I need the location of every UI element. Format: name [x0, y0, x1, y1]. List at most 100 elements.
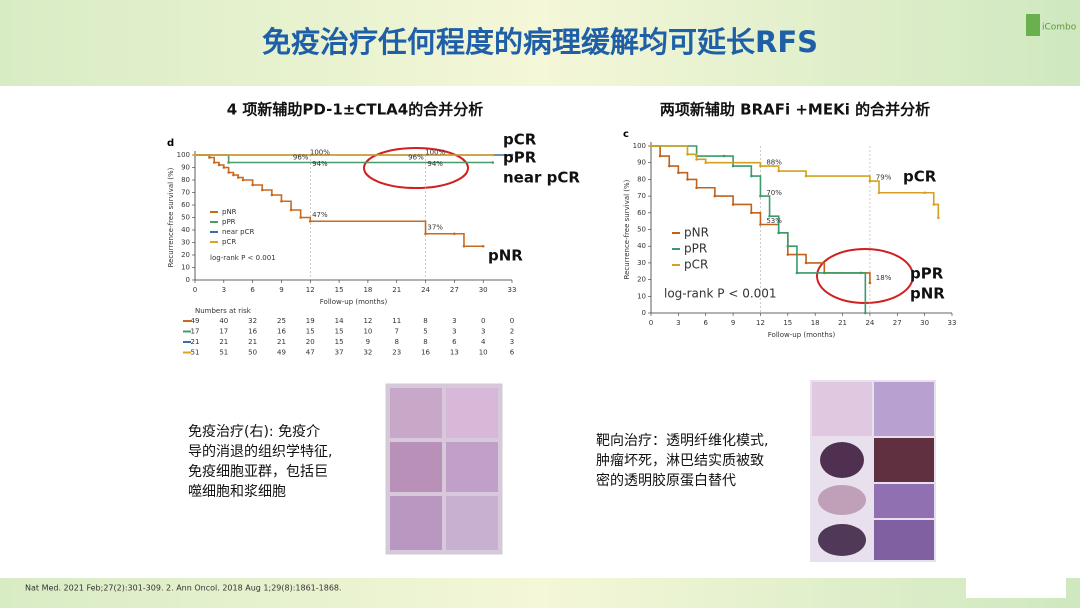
- km-point: [750, 174, 753, 178]
- at-risk-value: 16: [421, 349, 430, 357]
- km-point: [777, 169, 780, 173]
- histology-panel: [818, 485, 866, 515]
- at-risk-value: 6: [510, 349, 515, 357]
- km-point: [453, 232, 456, 236]
- km-point: [804, 174, 808, 178]
- annotation: 79%: [876, 174, 892, 182]
- km-point: [510, 153, 514, 157]
- km-point: [704, 161, 708, 164]
- at-risk-value: 3: [481, 328, 485, 336]
- histology-panel: [874, 484, 934, 518]
- annotation: 94%: [312, 160, 328, 168]
- caption-line: 靶向治疗：透明纤维化模式,: [596, 433, 768, 449]
- km-point: [193, 153, 197, 157]
- y-tick-label: 70: [637, 192, 646, 200]
- at-risk-value: 20: [306, 338, 315, 346]
- annotation: 18%: [876, 274, 892, 282]
- km-point: [686, 178, 689, 181]
- km-point: [750, 211, 753, 215]
- y-tick-label: 90: [637, 159, 646, 167]
- x-tick-label: 3: [222, 286, 226, 294]
- series-callout: pNR: [488, 247, 523, 265]
- caption-line: 噬细胞和浆细胞: [188, 484, 286, 500]
- km-point: [658, 154, 662, 158]
- histology-panel: [390, 496, 442, 550]
- at-risk-value: 14: [335, 317, 344, 325]
- x-tick-label: 0: [193, 286, 197, 294]
- histology-panel: [446, 442, 498, 492]
- km-point: [786, 244, 790, 248]
- annotation: 53%: [766, 217, 782, 225]
- annotation: 100%: [310, 149, 330, 157]
- km-point: [759, 164, 762, 168]
- km-point: [937, 216, 940, 220]
- slide-title: 免疫治疗任何程度的病理缓解均可延长RFS: [262, 25, 818, 59]
- km-step-line: [651, 145, 867, 313]
- x-tick-label: 27: [893, 319, 902, 327]
- at-risk-title: Numbers at risk: [195, 307, 252, 315]
- km-point: [280, 199, 283, 203]
- caption-line: 免疫细胞亚群，包括巨: [188, 464, 328, 480]
- y-tick-label: 30: [637, 259, 646, 267]
- at-risk-value: 8: [423, 338, 427, 346]
- panel-label: c: [623, 129, 629, 140]
- series-callout: pNR: [910, 285, 945, 303]
- km-point: [786, 253, 790, 256]
- histology-panel: [874, 438, 934, 482]
- legend-label: pNR: [684, 226, 709, 240]
- km-point: [462, 244, 466, 248]
- at-risk-value: 3: [452, 317, 456, 325]
- at-risk-value: 32: [363, 349, 372, 357]
- at-risk-value: 23: [392, 349, 401, 357]
- at-risk-value: 51: [191, 349, 200, 357]
- x-tick-label: 9: [731, 319, 735, 327]
- x-tick-label: 18: [363, 286, 372, 294]
- at-risk-value: 3: [452, 328, 456, 336]
- y-tick-label: 40: [637, 242, 646, 250]
- km-point: [491, 161, 495, 164]
- x-tick-label: 15: [783, 319, 792, 327]
- km-step-line: [651, 145, 940, 218]
- km-point: [491, 153, 495, 157]
- x-tick-label: 24: [865, 319, 874, 327]
- at-risk-value: 25: [277, 317, 286, 325]
- legend-label: near pCR: [222, 228, 254, 236]
- at-risk-value: 21: [191, 338, 200, 346]
- stat-label: log-rank P < 0.001: [664, 287, 777, 301]
- histology-panel: [446, 496, 498, 550]
- y-tick-label: 80: [181, 176, 190, 184]
- km-point: [649, 144, 653, 148]
- km-point: [212, 161, 216, 164]
- at-risk-value: 40: [219, 317, 228, 325]
- y-tick-label: 10: [637, 292, 646, 300]
- at-risk-value: 19: [306, 317, 315, 325]
- at-risk-value: 32: [248, 317, 257, 325]
- at-risk-value: 51: [219, 349, 228, 357]
- y-tick-label: 20: [181, 251, 190, 259]
- citation: Nat Med. 2021 Feb;27(2):301-309. 2. Ann …: [25, 584, 342, 593]
- x-tick-label: 3: [676, 319, 680, 327]
- x-tick-label: 6: [250, 286, 255, 294]
- at-risk-value: 11: [392, 317, 401, 325]
- km-point: [222, 166, 226, 169]
- annotation: 100%: [425, 149, 445, 157]
- histology-panel: [390, 388, 442, 438]
- stat-label: log-rank P < 0.001: [210, 254, 276, 262]
- x-tick-label: 33: [948, 319, 957, 327]
- annotation: 96%: [408, 154, 424, 162]
- legend-label: pPR: [684, 242, 707, 256]
- at-risk-value: 21: [219, 338, 228, 346]
- km-point: [208, 156, 211, 159]
- series-callout: pCR: [503, 131, 537, 149]
- histology-panel: [446, 388, 498, 438]
- histology-panel: [818, 524, 866, 556]
- km-point: [731, 203, 735, 206]
- km-point: [795, 271, 799, 275]
- annotation: 37%: [427, 224, 443, 232]
- at-risk-value: 5: [423, 328, 427, 336]
- km-point: [308, 219, 312, 223]
- series-callout: pPR: [503, 149, 537, 167]
- at-risk-value: 8: [394, 338, 398, 346]
- at-risk-value: 7: [394, 328, 398, 336]
